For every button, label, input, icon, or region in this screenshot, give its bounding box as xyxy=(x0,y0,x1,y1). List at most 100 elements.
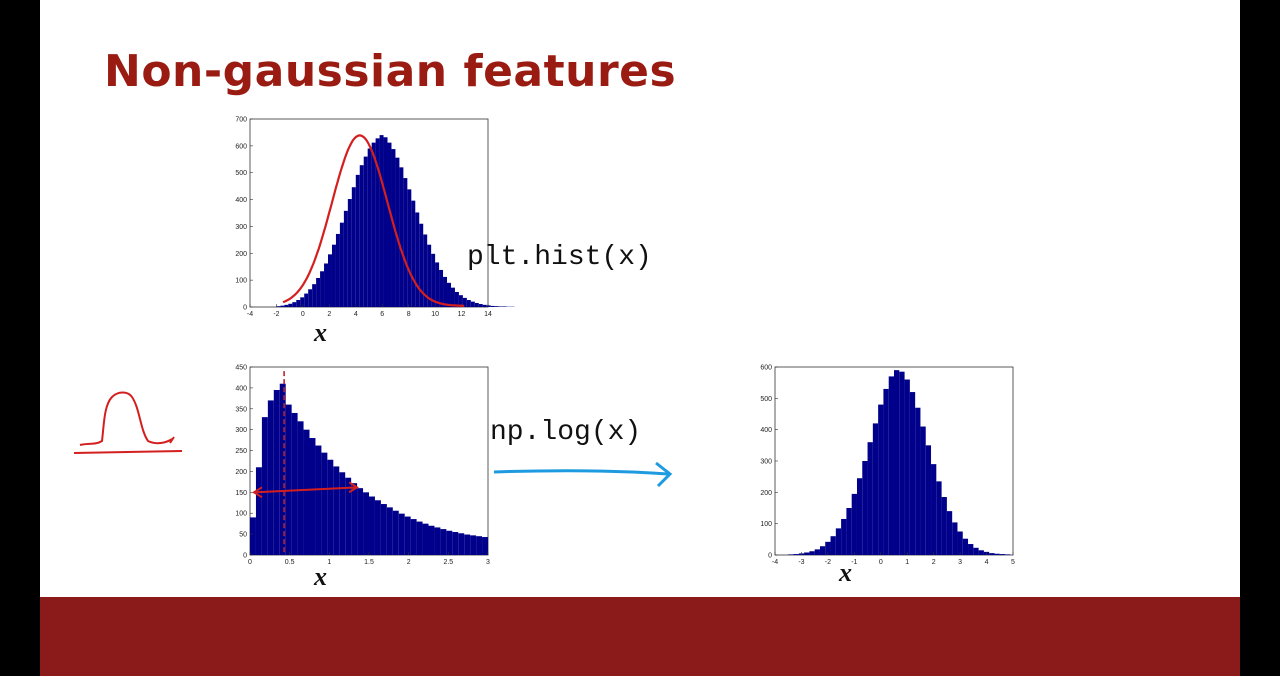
chart-log-histogram: -4 -3 -2 -1 0 1 2 3 4 5 0 100 200 300 400 500 600 xyxy=(760,365,1015,567)
y-tick-label: 400 xyxy=(760,427,772,434)
histogram-bar xyxy=(830,536,836,555)
slide-title: Non-gaussian features xyxy=(104,46,677,97)
histogram-bar xyxy=(312,284,317,307)
histogram-bar xyxy=(793,554,799,555)
histogram-bar xyxy=(427,244,432,307)
histogram-bar xyxy=(478,304,483,307)
histogram-bar xyxy=(316,277,321,307)
x-tick-label: 1 xyxy=(905,559,909,566)
y-tick-label: 300 xyxy=(760,459,772,466)
histogram-bar xyxy=(395,157,400,307)
histogram-bar xyxy=(494,306,499,307)
histogram-bar xyxy=(351,187,356,307)
histogram-bar xyxy=(380,504,387,555)
histogram-bar xyxy=(419,223,424,307)
y-tick-label: 600 xyxy=(760,365,772,372)
histogram-bar xyxy=(878,404,884,555)
histogram-bar xyxy=(447,282,451,307)
y-tick-label: 100 xyxy=(760,521,772,528)
gaussian-fit-curve xyxy=(282,134,465,307)
sketch-baseline xyxy=(73,450,183,454)
histogram-bar xyxy=(994,553,1000,555)
y-tick-label: 50 xyxy=(239,532,247,539)
spread-arrow-line xyxy=(253,486,358,494)
histogram-bar xyxy=(482,537,488,555)
histogram-bar xyxy=(296,300,301,307)
histogram-bar xyxy=(392,510,399,555)
histogram-bar xyxy=(856,478,863,555)
code-hist: plt.hist(x) xyxy=(467,242,652,273)
x-axis-label-top: x xyxy=(314,318,327,347)
y-tick-label: 250 xyxy=(235,448,247,455)
histogram-bar xyxy=(443,276,448,307)
x-tick-label: 4 xyxy=(985,559,989,566)
histogram-bar xyxy=(439,269,444,307)
y-tick-label: 400 xyxy=(235,197,247,204)
x-tick-label: -3 xyxy=(798,559,804,566)
histogram-bar xyxy=(962,538,969,555)
histogram-bar xyxy=(403,178,408,307)
histogram-bar xyxy=(450,287,455,307)
histogram-bar xyxy=(343,210,348,307)
histogram-bar xyxy=(435,262,440,307)
histogram-bar xyxy=(804,552,810,555)
histogram-bar xyxy=(809,551,815,555)
x-axis-label-log: x xyxy=(839,558,852,587)
x-tick-label: 8 xyxy=(407,311,411,318)
histogram-bar xyxy=(320,271,325,307)
histogram-bar xyxy=(498,306,503,307)
y-tick-label: 0 xyxy=(768,553,772,560)
histogram-bar xyxy=(404,516,411,555)
x-tick-label: -1 xyxy=(851,559,857,566)
transform-arrow-icon xyxy=(493,461,673,488)
histogram-bar xyxy=(371,142,376,307)
histogram-bar xyxy=(941,497,947,555)
histogram-bar xyxy=(304,293,309,307)
histogram-bar xyxy=(904,379,910,555)
x-tick-label: 1.5 xyxy=(364,559,374,566)
x-tick-label: 10 xyxy=(431,311,439,318)
histogram-bar xyxy=(470,301,475,307)
x-tick-label: 3 xyxy=(958,559,962,566)
histogram-bar xyxy=(411,200,416,307)
histogram-bar xyxy=(267,400,274,555)
sketch-curve xyxy=(79,391,175,446)
histogram-bar xyxy=(410,519,417,555)
x-tick-label: 5 xyxy=(1011,559,1015,566)
histogram-bar xyxy=(973,547,979,555)
x-axis-label-skewed: x xyxy=(314,562,327,591)
x-tick-label: 3 xyxy=(486,559,490,566)
histogram-bar xyxy=(952,522,958,555)
histogram-bar xyxy=(383,137,388,307)
histogram-bar xyxy=(369,496,375,555)
histogram-bar xyxy=(474,302,479,307)
histogram-bar xyxy=(285,404,292,555)
histogram-bar xyxy=(999,554,1006,555)
histogram-bar xyxy=(280,305,285,307)
histogram-bar xyxy=(363,492,369,555)
histogram-bar xyxy=(883,388,889,555)
histogram-bar xyxy=(379,135,384,307)
histogram-bar xyxy=(407,189,412,307)
spread-arrow-left-head xyxy=(252,486,263,499)
histogram-bar xyxy=(297,421,304,555)
x-tick-label: 6 xyxy=(380,311,384,318)
histogram-bar xyxy=(434,527,441,555)
histogram-bar xyxy=(300,297,305,307)
histogram-bar xyxy=(355,174,360,307)
histogram-bar xyxy=(374,500,381,555)
histogram-bar xyxy=(339,222,344,307)
histogram-bar xyxy=(363,156,368,307)
histogram-bar xyxy=(851,493,857,555)
x-tick-label: -2 xyxy=(825,559,831,566)
y-tick-label: 400 xyxy=(235,385,247,392)
histogram-bar xyxy=(867,442,873,555)
histogram-bar xyxy=(359,165,364,307)
y-tick-label: 700 xyxy=(235,117,247,124)
histogram-bar xyxy=(261,417,268,555)
chart-skewed-histogram: 0 0.5 1 1.5 2 2.5 3 0 50 100 150 200 250 300 350 400 450 xyxy=(235,365,490,567)
y-tick-label: 600 xyxy=(235,143,247,150)
histogram-bar xyxy=(331,244,336,307)
histogram-bar xyxy=(328,254,332,307)
x-tick-label: 1 xyxy=(327,559,331,566)
